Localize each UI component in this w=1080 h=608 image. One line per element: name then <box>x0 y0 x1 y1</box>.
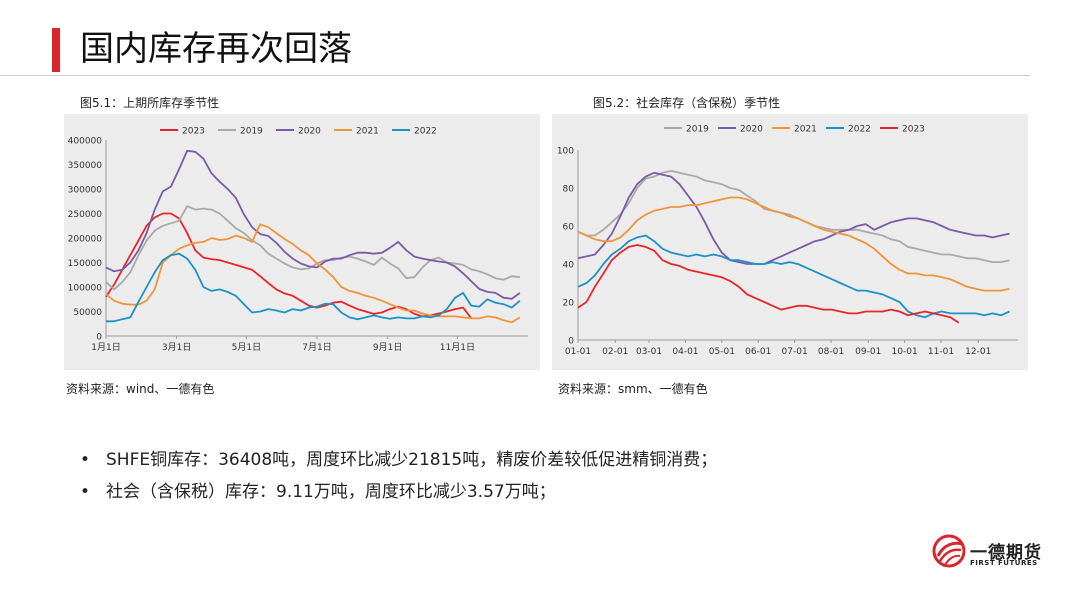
series-line-2021 <box>105 223 521 324</box>
series-line-2020 <box>577 171 1010 265</box>
x-tick-label: 1月1日 <box>91 342 120 353</box>
series-line-2023 <box>577 244 960 324</box>
series-line-2022 <box>106 252 521 323</box>
left-chart-caption: 图5.1：上期所库存季节性 <box>80 96 220 110</box>
legend-label-2020: 2020 <box>298 127 321 137</box>
title-divider <box>0 75 1030 76</box>
series-line-2022 <box>577 234 1010 319</box>
title-accent-bar <box>52 28 60 72</box>
bullet-item: • SHFE铜库存：36408吨，周度环比减少21815吨，精废价差较低促进精铜… <box>80 446 980 478</box>
logo-name-en: FIRST FUTURES <box>970 559 1038 567</box>
series-line-2023 <box>105 212 472 319</box>
y-tick-label: 100000 <box>68 284 103 294</box>
legend-label-2021: 2021 <box>794 125 817 135</box>
x-tick-label: 09-01 <box>855 347 881 357</box>
social-inventory-chart: 0 20 40 60 80 100 01-01 02-01 03-01 04-01 05-01 06-… <box>557 125 1018 357</box>
y-tick-label: 80 <box>563 185 575 195</box>
y-tick-label: 60 <box>563 223 575 233</box>
x-tick-label: 07-01 <box>782 347 808 357</box>
summary-bullets: • SHFE铜库存：36408吨，周度环比减少21815吨，精废价差较低促进精铜… <box>80 446 980 510</box>
x-tick-label: 11月1日 <box>440 342 475 353</box>
bullet-marker: • <box>80 482 91 502</box>
x-tick-label: 5月1日 <box>232 342 261 353</box>
first-futures-logo-icon <box>932 534 966 568</box>
y-tick-label: 50000 <box>73 308 102 318</box>
y-tick-label: 300000 <box>68 186 103 196</box>
right-chart-panel: 0 20 40 60 80 100 01-01 02-01 03-01 04-01 05-01 06-… <box>552 114 1028 370</box>
company-logo: 一德期货 FIRST FUTURES <box>932 534 1042 574</box>
y-tick-label: 250000 <box>68 210 103 220</box>
y-tick-label: 0 <box>96 333 102 343</box>
bullet-marker: • <box>80 450 91 470</box>
series-line-2021 <box>577 196 1010 292</box>
legend-label-2020: 2020 <box>740 125 763 135</box>
legend-label-2019: 2019 <box>240 127 263 137</box>
logo-name-cn: 一德期货 <box>970 543 1042 563</box>
y-tick-label: 40 <box>563 261 575 271</box>
x-tick-label: 08-01 <box>818 347 844 357</box>
legend-label-2019: 2019 <box>686 125 709 135</box>
x-tick-label: 05-01 <box>709 347 735 357</box>
legend-label-2021: 2021 <box>356 127 379 137</box>
x-tick-label: 06-01 <box>745 347 771 357</box>
x-tick-label: 03-01 <box>636 347 662 357</box>
x-tick-label: 9月1日 <box>373 342 402 353</box>
y-tick-label: 0 <box>568 337 574 347</box>
y-tick-label: 200000 <box>68 235 103 245</box>
right-chart-caption: 图5.2：社会库存（含保税）季节性 <box>593 96 781 110</box>
bullet-text: 社会（含保税）库存：9.11万吨，周度环比减少3.57万吨； <box>106 482 556 502</box>
x-tick-label: 04-01 <box>672 347 698 357</box>
left-chart-panel: 0 50000 100000 150000 200000 250000 300000 3500… <box>64 114 540 370</box>
y-tick-label: 400000 <box>68 137 103 147</box>
legend-label-2022: 2022 <box>848 125 871 135</box>
shfe-inventory-chart: 0 50000 100000 150000 200000 250000 300000 3500… <box>68 127 528 353</box>
x-tick-label: 02-01 <box>602 347 628 357</box>
series-line-2020 <box>105 149 521 300</box>
series-line-2019 <box>577 170 1010 264</box>
y-tick-label: 150000 <box>68 259 103 269</box>
series-line-2019 <box>105 205 521 291</box>
y-tick-label: 100 <box>557 147 574 157</box>
legend-label-2023: 2023 <box>182 127 205 137</box>
x-tick-label: 01-01 <box>565 347 591 357</box>
page-title: 国内库存再次回落 <box>80 29 352 69</box>
x-tick-label: 11-01 <box>928 347 954 357</box>
x-tick-label: 7月1日 <box>302 342 331 353</box>
y-tick-label: 20 <box>563 299 575 309</box>
bullet-text: SHFE铜库存：36408吨，周度环比减少21815吨，精废价差较低促进精铜消费… <box>106 450 718 470</box>
y-tick-label: 350000 <box>68 161 103 171</box>
legend-label-2023: 2023 <box>902 125 925 135</box>
x-tick-label: 12-01 <box>965 347 991 357</box>
left-chart-source: 资料来源：wind、一德有色 <box>66 382 215 396</box>
bullet-item: • 社会（含保税）库存：9.11万吨，周度环比减少3.57万吨； <box>80 478 980 510</box>
legend-label-2022: 2022 <box>414 127 437 137</box>
right-chart-source: 资料来源：smm、一德有色 <box>558 382 708 396</box>
x-tick-label: 3月1日 <box>162 342 191 353</box>
x-tick-label: 10-01 <box>892 347 918 357</box>
